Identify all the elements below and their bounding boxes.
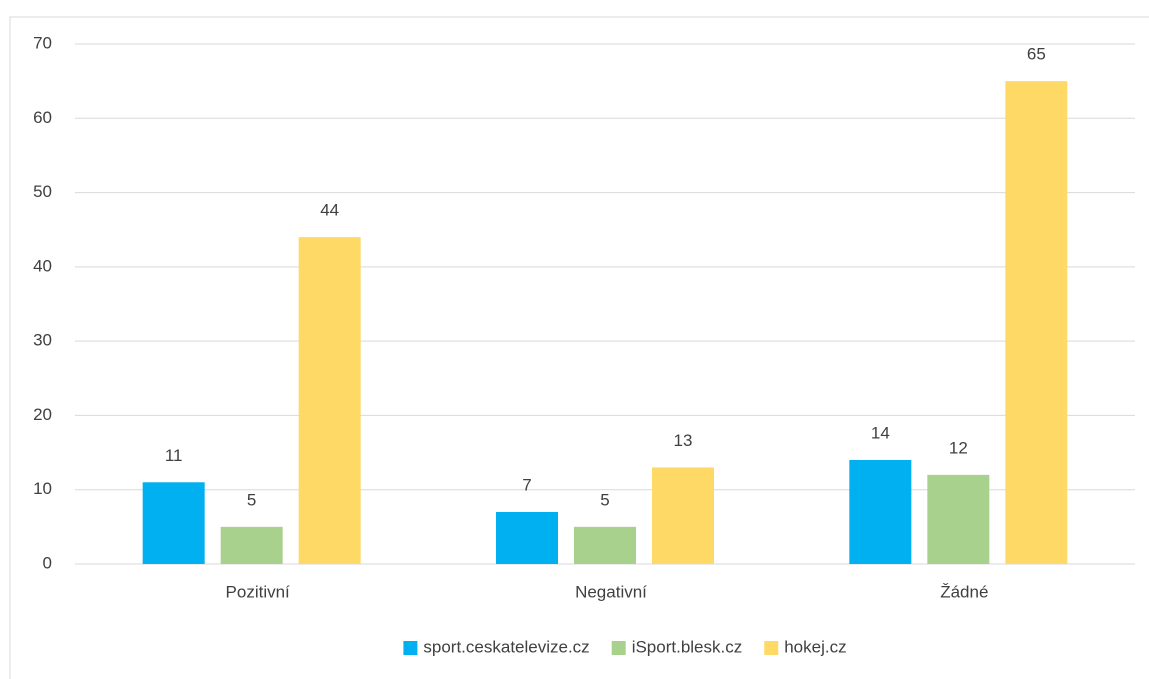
bar — [1005, 81, 1068, 565]
x-tick-label: Negativní — [575, 582, 647, 601]
y-tick-label: 30 — [33, 331, 52, 350]
data-label: 14 — [871, 423, 890, 442]
bar — [652, 467, 714, 564]
y-tick-label: 0 — [43, 553, 52, 572]
y-tick-label: 40 — [33, 256, 52, 275]
chart-border — [9, 16, 1149, 679]
legend-swatch — [764, 641, 779, 655]
data-label: 11 — [165, 446, 183, 465]
bar — [574, 526, 636, 564]
data-label: 65 — [1027, 45, 1046, 64]
data-label: 5 — [247, 490, 256, 509]
bar — [142, 482, 205, 564]
data-label: 13 — [674, 431, 693, 450]
y-tick-label: 10 — [33, 479, 52, 498]
legend-swatch — [611, 641, 626, 655]
data-label: 44 — [320, 201, 339, 220]
legend-label: hokej.cz — [784, 637, 846, 656]
legend-label: sport.ceskatelevize.cz — [423, 637, 589, 656]
data-label: 7 — [522, 475, 531, 494]
legend-swatch — [403, 641, 418, 655]
x-tick-label: Žádné — [940, 582, 988, 601]
bar — [849, 460, 912, 564]
bar — [496, 512, 558, 564]
data-label: 5 — [600, 490, 609, 509]
bar — [220, 526, 283, 564]
data-label: 12 — [949, 438, 968, 457]
legend-label: iSport.blesk.cz — [632, 637, 743, 656]
y-tick-label: 60 — [33, 108, 52, 127]
bar — [298, 237, 361, 564]
y-tick-label: 20 — [33, 405, 52, 424]
y-tick-label: 70 — [33, 33, 52, 52]
y-tick-label: 50 — [33, 182, 52, 201]
bar — [927, 474, 990, 564]
x-tick-label: Pozitivní — [226, 582, 291, 601]
